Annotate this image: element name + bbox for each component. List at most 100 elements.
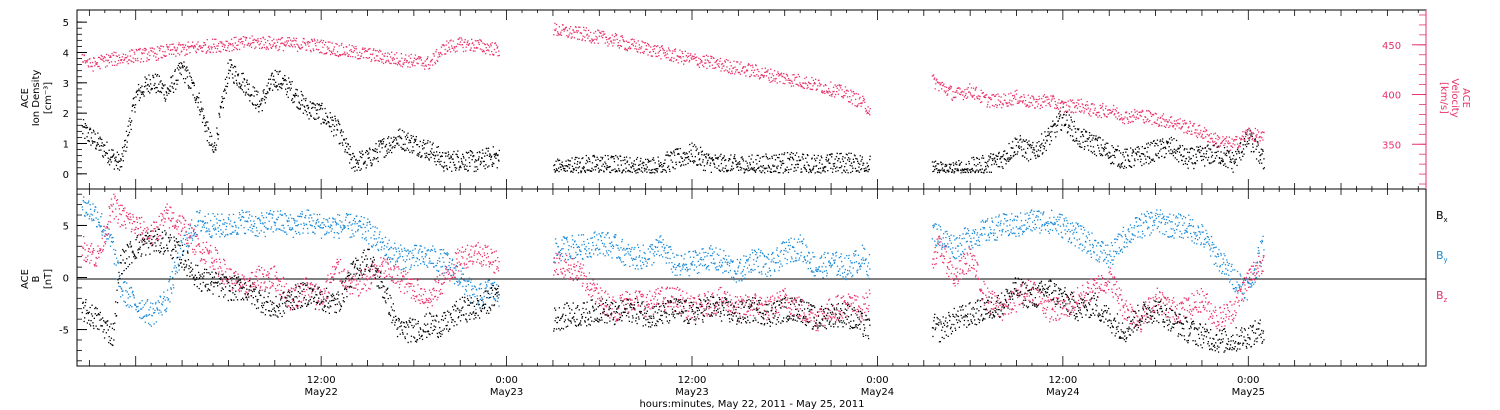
data-point bbox=[374, 49, 377, 52]
data-point bbox=[1140, 115, 1142, 117]
data-point bbox=[1111, 145, 1113, 147]
data-point bbox=[195, 50, 197, 52]
data-point bbox=[1183, 119, 1186, 122]
data-point bbox=[172, 91, 175, 93]
data-point bbox=[814, 158, 816, 160]
data-point bbox=[110, 56, 112, 58]
data-point bbox=[1228, 152, 1230, 154]
data-point bbox=[310, 115, 312, 117]
data-point bbox=[205, 231, 207, 233]
data-point bbox=[678, 55, 680, 58]
data-point bbox=[172, 49, 174, 51]
data-point bbox=[724, 159, 726, 162]
data-point bbox=[270, 83, 272, 85]
data-point bbox=[673, 49, 676, 51]
data-point bbox=[1113, 163, 1115, 165]
data-point bbox=[828, 158, 830, 160]
data-point bbox=[340, 130, 342, 132]
data-point bbox=[132, 293, 134, 296]
data-point bbox=[189, 235, 191, 237]
data-point bbox=[1241, 150, 1243, 153]
data-point bbox=[205, 227, 208, 229]
data-point bbox=[868, 168, 870, 171]
data-point bbox=[668, 49, 670, 51]
data-point bbox=[205, 124, 207, 126]
data-point bbox=[1114, 108, 1116, 111]
data-point bbox=[676, 59, 678, 61]
data-point bbox=[365, 57, 367, 59]
data-point bbox=[211, 149, 214, 151]
data-point bbox=[958, 160, 960, 162]
data-point bbox=[1093, 150, 1095, 153]
data-point bbox=[384, 145, 387, 147]
data-point bbox=[1014, 96, 1016, 98]
data-point bbox=[338, 122, 340, 125]
data-point bbox=[682, 56, 684, 58]
data-point bbox=[692, 145, 694, 148]
data-point bbox=[201, 107, 203, 109]
data-point bbox=[935, 165, 937, 167]
data-point bbox=[1226, 136, 1228, 138]
data-point bbox=[410, 53, 412, 56]
data-point bbox=[1250, 151, 1252, 153]
data-point bbox=[269, 44, 272, 46]
data-point bbox=[806, 84, 809, 86]
data-point bbox=[1138, 151, 1140, 153]
data-point bbox=[557, 32, 559, 35]
data-point bbox=[369, 149, 371, 151]
data-point bbox=[625, 156, 628, 158]
data-point bbox=[1194, 163, 1197, 165]
data-point bbox=[734, 154, 736, 156]
data-point bbox=[632, 163, 635, 165]
data-point bbox=[280, 229, 282, 231]
data-point bbox=[1206, 133, 1208, 136]
data-point bbox=[1113, 104, 1115, 107]
data-point bbox=[1170, 116, 1173, 118]
data-point bbox=[387, 52, 389, 54]
data-point bbox=[1210, 148, 1212, 150]
data-point bbox=[259, 220, 261, 222]
data-point bbox=[1034, 154, 1037, 157]
data-point bbox=[233, 36, 235, 39]
data-point bbox=[1020, 138, 1022, 140]
data-point bbox=[769, 81, 771, 83]
field-by-points bbox=[81, 196, 1265, 327]
data-point bbox=[721, 169, 723, 171]
data-point bbox=[152, 308, 154, 310]
data-point bbox=[484, 44, 486, 46]
data-point bbox=[682, 152, 684, 154]
data-point bbox=[238, 38, 240, 40]
data-point bbox=[495, 44, 498, 46]
data-point bbox=[1036, 101, 1038, 103]
data-point bbox=[232, 213, 235, 216]
data-point bbox=[846, 154, 848, 156]
data-point bbox=[735, 69, 737, 71]
data-point bbox=[252, 225, 254, 227]
data-point bbox=[773, 154, 775, 156]
data-point bbox=[789, 82, 791, 84]
data-point bbox=[793, 74, 795, 76]
data-point bbox=[260, 230, 262, 232]
data-point bbox=[1262, 139, 1264, 141]
data-point bbox=[315, 48, 318, 50]
data-point bbox=[367, 157, 369, 159]
data-point bbox=[806, 154, 809, 156]
data-point bbox=[236, 44, 238, 47]
data-point bbox=[251, 228, 254, 230]
data-point bbox=[337, 214, 339, 216]
data-point bbox=[144, 50, 146, 52]
data-point bbox=[1222, 139, 1225, 141]
data-point bbox=[279, 39, 281, 41]
data-point bbox=[398, 144, 400, 146]
data-point bbox=[620, 35, 622, 38]
data-point bbox=[1070, 111, 1072, 113]
data-point bbox=[1145, 158, 1147, 160]
data-point bbox=[313, 226, 316, 228]
data-point bbox=[1051, 98, 1053, 100]
data-point bbox=[1065, 123, 1067, 125]
data-point bbox=[732, 162, 734, 164]
data-point bbox=[305, 97, 307, 100]
data-point bbox=[185, 53, 187, 55]
data-point bbox=[272, 44, 274, 46]
data-point bbox=[725, 58, 728, 61]
